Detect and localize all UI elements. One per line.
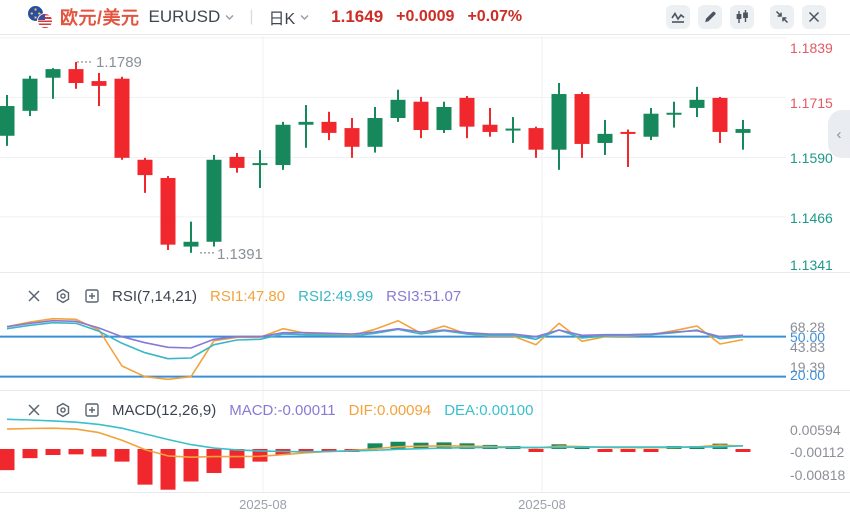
price-axis-label: 1.1590 bbox=[790, 150, 833, 166]
rsi-axis-label: 43.83 bbox=[790, 339, 826, 355]
gear-icon bbox=[56, 288, 70, 304]
draw-button[interactable] bbox=[698, 5, 722, 29]
pane-separator bbox=[0, 272, 850, 273]
candlestick-style-button[interactable] bbox=[730, 5, 754, 29]
symbol-code[interactable]: EURUSD bbox=[148, 7, 221, 26]
close-icon bbox=[28, 290, 40, 302]
close-chart-button[interactable] bbox=[802, 5, 826, 29]
date-axis-label: 2025-08 bbox=[239, 497, 287, 512]
rsi-expand-button[interactable] bbox=[84, 288, 100, 304]
rsi1-value: RSI1:47.80 bbox=[210, 287, 286, 305]
price-axis-label: 1.1341 bbox=[790, 257, 833, 273]
price-change: +0.0009 bbox=[396, 8, 455, 25]
macd-axis-label: -0.00112 bbox=[790, 444, 845, 460]
macd-pane-header: MACD(12,26,9) MACD:-0.00011 DIF:0.00094 … bbox=[0, 398, 806, 422]
price-axis-label: 1.1715 bbox=[790, 95, 833, 111]
timeframe-selector[interactable]: 日K bbox=[268, 11, 296, 28]
close-icon bbox=[28, 404, 40, 416]
close-icon bbox=[808, 11, 820, 23]
rsi-band-label: 20.00 bbox=[790, 367, 826, 383]
macd-settings-button[interactable] bbox=[55, 402, 71, 418]
rsi-settings-button[interactable] bbox=[55, 288, 71, 304]
macd-remove-button[interactable] bbox=[26, 402, 42, 418]
rsi-remove-button[interactable] bbox=[26, 288, 42, 304]
expand-icon bbox=[85, 403, 99, 417]
rsi2-value: RSI2:49.99 bbox=[298, 287, 374, 305]
pane-separator bbox=[0, 390, 850, 391]
macd-title: MACD(12,26,9) bbox=[112, 401, 217, 419]
timeframe-dropdown-caret-icon[interactable] bbox=[300, 14, 309, 20]
panel-collapse-handle[interactable]: ‹ bbox=[828, 110, 850, 158]
dif-value: DIF:0.00094 bbox=[348, 401, 432, 419]
gear-icon bbox=[56, 402, 70, 418]
eur-usd-flag-icon bbox=[28, 5, 54, 29]
header-divider: | bbox=[249, 8, 254, 25]
symbol-dropdown-caret-icon[interactable] bbox=[225, 14, 234, 20]
chart-toolbar bbox=[666, 5, 826, 29]
dea-value: DEA:0.00100 bbox=[444, 401, 534, 419]
rsi-axis-label: 19.39 bbox=[790, 359, 826, 375]
macd-axis-label: 0.00594 bbox=[790, 422, 841, 438]
chevron-left-icon: ‹ bbox=[836, 125, 842, 143]
indicator-button[interactable] bbox=[666, 5, 690, 29]
macd-value: MACD:-0.00011 bbox=[229, 401, 336, 419]
symbol-name-cn: 欧元/美元 bbox=[60, 8, 140, 28]
last-price: 1.1649 bbox=[331, 7, 384, 26]
collapse-chart-button[interactable] bbox=[770, 5, 794, 29]
date-axis-label: 2025-08 bbox=[518, 497, 566, 512]
price-axis-label: 1.1466 bbox=[790, 210, 833, 226]
macd-axis-label: -0.00818 bbox=[790, 467, 846, 483]
draw-icon bbox=[705, 11, 716, 23]
highest-price-annotation: 1.1789 bbox=[96, 54, 142, 71]
collapse-icon bbox=[775, 10, 789, 24]
indicator-icon bbox=[671, 11, 685, 23]
rsi-title: RSI(7,14,21) bbox=[112, 287, 198, 305]
rsi3-value: RSI3:51.07 bbox=[386, 287, 462, 305]
lowest-price-annotation: 1.1391 bbox=[217, 246, 263, 263]
rsi-band-label: 50.00 bbox=[790, 329, 826, 345]
rsi-pane-header: RSI(7,14,21) RSI1:47.80 RSI2:49.99 RSI3:… bbox=[0, 284, 806, 308]
rsi-axis-label: 68.28 bbox=[790, 319, 826, 335]
price-axis-label: 1.1839 bbox=[790, 40, 833, 56]
price-change-percent: +0.07% bbox=[467, 8, 523, 25]
macd-expand-button[interactable] bbox=[84, 402, 100, 418]
pane-separator bbox=[0, 492, 850, 493]
candlestick-icon bbox=[736, 10, 748, 23]
expand-icon bbox=[85, 289, 99, 303]
